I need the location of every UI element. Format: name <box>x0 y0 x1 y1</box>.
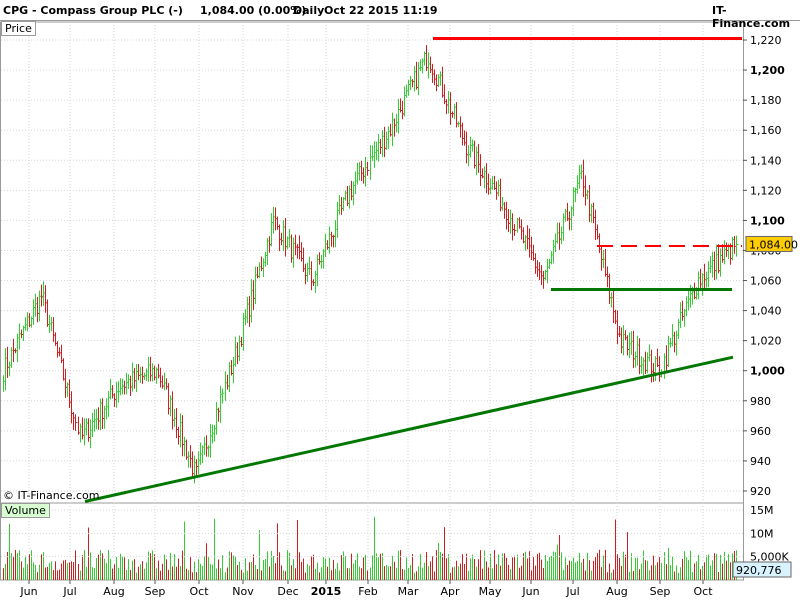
time-axis-label: Jun <box>19 585 37 598</box>
price-bars <box>3 45 739 484</box>
brand-name: IT-Finance.com <box>712 4 791 30</box>
price-panel-label: Price <box>1 21 36 36</box>
time-axis-label: Apr <box>440 585 460 598</box>
time-axis-label: Jul <box>62 585 76 598</box>
price-axis-label: 1,020 <box>750 335 782 348</box>
last-quote: 1,084.00 (0.00%) <box>200 4 307 17</box>
time-axis-label: Sep <box>145 585 166 598</box>
price-panel-frame <box>0 21 744 504</box>
price-axis-label: 1,220 <box>750 34 782 47</box>
time-axis-label: Nov <box>232 585 254 598</box>
time-axis-label: Dec <box>277 585 298 598</box>
price-axis-label: 920 <box>750 485 771 498</box>
price-axis-label: 1,160 <box>750 124 782 137</box>
price-axis-label: 1,140 <box>750 154 782 167</box>
last-price-tag <box>745 235 793 252</box>
price-axis-label: 960 <box>750 425 771 438</box>
volume-axis-label: 10M <box>750 527 774 540</box>
price-axis-label: 940 <box>750 455 771 468</box>
period-label: Daily <box>293 4 325 17</box>
price-axis-label: 1,060 <box>750 275 782 288</box>
time-axis-label: 2015 <box>311 585 342 598</box>
time-axis-label: Oct <box>693 585 713 598</box>
time-axis-label: Jun <box>521 585 539 598</box>
price-axis-label: 980 <box>750 395 771 408</box>
price-axis-label: 1,100 <box>750 214 785 227</box>
volume-axis-label: 15M <box>750 504 774 517</box>
chart-header: CPG - Compass Group PLC (-) 1,084.00 (0.… <box>0 0 800 30</box>
volume-axis-label: 5,000K <box>750 551 789 564</box>
price-axis-label: 1,200 <box>750 64 785 77</box>
time-axis-label: Mar <box>398 585 419 598</box>
last-volume-label: 920,776 <box>736 564 782 577</box>
last-volume-tag <box>732 561 792 578</box>
time-axis-label: Aug <box>606 585 627 598</box>
price-axis-label: 1,000 <box>750 365 785 378</box>
timestamp: Oct 22 2015 11:19 <box>324 4 438 17</box>
time-axis-label: Jul <box>565 585 579 598</box>
price-axis-label: 1,040 <box>750 305 782 318</box>
time-axis-label: Sep <box>650 585 671 598</box>
time-axis-label: Aug <box>103 585 124 598</box>
time-axis-label: Feb <box>358 585 377 598</box>
last-price-label: 1,084.00 <box>749 238 798 251</box>
watermark: © IT-Finance.com <box>3 489 100 502</box>
price-axis-label: 1,120 <box>750 184 782 197</box>
price-axis-label: 1,180 <box>750 94 782 107</box>
instrument-title: CPG - Compass Group PLC (-) <box>3 4 183 17</box>
volume-panel-label: Volume <box>1 503 50 518</box>
time-axis-label: Oct <box>189 585 209 598</box>
uptrend-line <box>84 355 734 503</box>
time-axis-label: May <box>479 585 502 598</box>
volume-bars <box>3 516 737 580</box>
